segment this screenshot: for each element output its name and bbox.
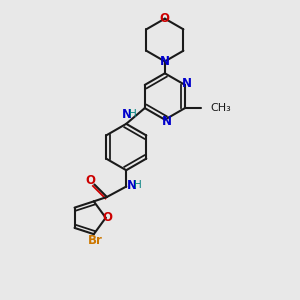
Text: O: O — [102, 211, 112, 224]
Text: N: N — [127, 178, 136, 192]
Text: N: N — [122, 108, 132, 121]
Text: O: O — [160, 12, 170, 25]
Text: H: H — [134, 180, 141, 190]
Text: N: N — [160, 55, 170, 68]
Text: H: H — [129, 110, 136, 119]
Text: Br: Br — [88, 234, 103, 247]
Text: N: N — [162, 115, 172, 128]
Text: O: O — [85, 174, 95, 188]
Text: N: N — [182, 77, 192, 90]
Text: CH₃: CH₃ — [210, 103, 231, 113]
